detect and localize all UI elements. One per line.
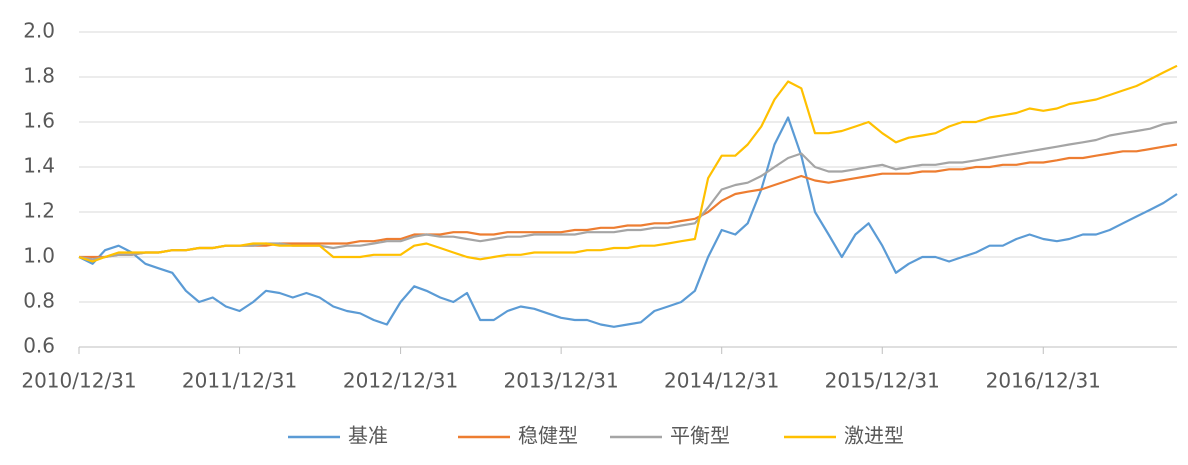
x-tick-label: 2012/12/31 [343, 369, 458, 393]
legend-label: 平衡型 [670, 424, 730, 448]
y-tick-label: 2.0 [23, 19, 55, 43]
x-tick-label: 2015/12/31 [825, 369, 940, 393]
legend-label: 激进型 [844, 424, 904, 448]
y-tick-label: 1.2 [23, 199, 55, 223]
y-tick-label: 0.6 [23, 334, 55, 358]
y-tick-label: 1.4 [23, 154, 55, 178]
series-line [78, 120, 1178, 261]
y-tick-label: 1.6 [23, 109, 55, 133]
x-tick-label: 2010/12/31 [21, 369, 136, 393]
series-line [78, 116, 1178, 328]
x-tick-label: 2011/12/31 [182, 369, 297, 393]
x-tick-label: 2016/12/31 [986, 369, 1101, 393]
y-tick-label: 1.0 [23, 244, 55, 268]
y-tick-label: 0.8 [23, 289, 55, 313]
legend-label: 基准 [348, 424, 388, 448]
x-tick-label: 2014/12/31 [664, 369, 779, 393]
series-line [78, 64, 1178, 263]
y-tick-label: 1.8 [23, 64, 55, 88]
series-line [79, 143, 1178, 259]
x-tick-label: 2013/12/31 [503, 369, 618, 393]
legend-label: 稳健型 [518, 424, 578, 448]
